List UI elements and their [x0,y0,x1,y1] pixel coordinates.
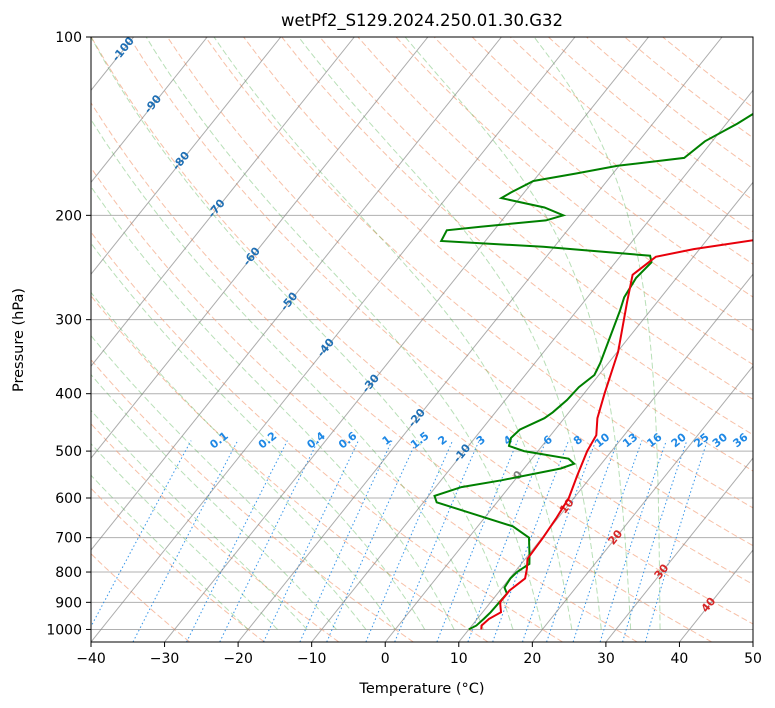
dry-adiabat-line [166,37,753,547]
dry-adiabat-line [91,166,638,642]
mixing-ratio-line [91,440,192,628]
mixing-ratio-line [394,440,480,642]
isotherm-line [311,89,753,642]
moist-adiabat-line [404,37,632,630]
y-tick-label: 400 [55,387,82,403]
x-tick-label: 40 [671,651,689,667]
moist-adiabat-line [533,37,661,630]
isotherm-line [237,37,723,642]
mixing-ratio-line [522,440,597,642]
moist-adiabat-line [145,37,543,630]
plot-area: -100-90-80-70-60-50-40-30-20-10010203040… [91,37,753,642]
x-tick-label: −20 [223,651,253,667]
x-axis-title: Temperature (°C) [358,681,484,697]
isotherm-line [164,37,649,642]
x-tick-label: 30 [597,651,615,667]
moist-adiabat-line [91,118,484,630]
isotherm-line [531,365,753,642]
moist-adiabat-line [91,409,308,630]
mixing-ratio-line [219,440,319,642]
dewpoint-series-line [433,112,753,631]
dry-adiabat-line [91,37,753,625]
isotherm-line [91,37,502,551]
y-tick-label: 200 [55,208,82,224]
moist-adiabat-line [298,37,602,630]
dry-adiabat-line [91,231,563,642]
y-axis-title: Pressure (hPa) [11,288,27,392]
x-tick-label: −30 [150,651,180,667]
dry-adiabat-line [91,358,414,642]
dry-adiabat-line [91,553,191,642]
x-tick-label: 50 [744,651,762,667]
x-axis-ticks: −40 −30 −20 −10 0 10 20 30 40 50 [76,642,762,667]
y-tick-label: 100 [55,30,82,46]
moist-adiabat-line [91,334,367,630]
x-tick-label: 0 [381,651,390,667]
moist-adiabat-line [213,37,573,630]
y-tick-label: 600 [55,491,82,507]
plot-frame [90,36,754,643]
mixing-ratio-line [299,440,393,642]
mixing-ratio-line [599,440,667,642]
mixing-ratio-line [326,440,418,642]
moist-adiabat-line [91,373,337,630]
mixing-ratio-line [365,440,454,642]
dry-adiabat-line [91,487,265,642]
isotherm-line [91,37,282,276]
isotherm-line [384,181,753,642]
moist-adiabat-line [91,242,426,630]
mixing-ratio-line [492,440,570,642]
isotherm-line [91,37,429,459]
y-tick-label: 500 [55,444,82,460]
dry-adiabat-line [205,37,753,509]
mixing-ratio-line [546,440,619,642]
dry-adiabat-line [243,37,753,472]
y-tick-label: 900 [55,595,82,611]
dry-adiabat-line [395,37,753,332]
temperature-series-line [480,239,753,630]
isotherm-line [91,37,208,184]
dry-adiabat-line [319,37,753,400]
isotherm-line [91,37,355,367]
y-tick-label: 300 [55,313,82,329]
y-tick-label: 800 [55,565,82,581]
y-tick-label: 700 [55,531,82,547]
chart-title: wetPf2_S129.2024.250.01.30.G32 [281,11,563,31]
x-tick-label: 20 [523,651,541,667]
isotherm-line [605,457,753,642]
moist-adiabat-line [91,185,455,630]
dry-adiabat-line [433,37,753,298]
mixing-ratio-line [644,440,708,642]
isotherm-line [91,37,576,642]
x-tick-label: −40 [76,651,106,667]
mixing-ratio-line [622,440,688,642]
mixing-ratio-line [186,440,288,642]
dry-adiabat-line [91,295,489,642]
dry-adiabat-line [128,37,753,585]
y-tick-label: 1000 [46,622,82,638]
mixing-ratio-lines [91,440,708,642]
x-tick-label: −10 [297,651,327,667]
y-axis-ticks: 100 200 300 400 500 600 700 800 900 1000 [46,30,91,638]
x-tick-label: 10 [450,651,468,667]
moist-adiabat-line [91,442,278,630]
